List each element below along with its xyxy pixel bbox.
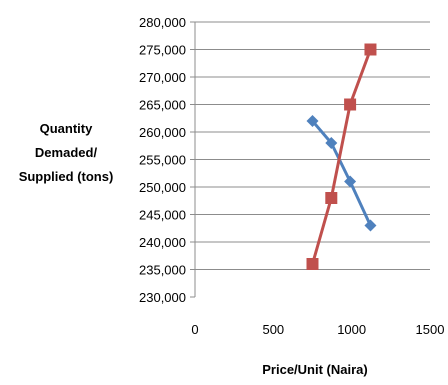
data-point-diamond	[325, 137, 338, 149]
y-tick-label: 245,000	[139, 208, 186, 223]
y-tick-label: 240,000	[139, 235, 186, 250]
y-axis-title: Quantity Demaded/Supplied (tons)	[19, 121, 114, 184]
series-line-2	[311, 48, 372, 265]
data-point-square	[344, 98, 357, 111]
axes	[190, 21, 196, 298]
y-tick-label: 230,000	[139, 290, 186, 305]
x-axis-title: Price/Unit (Naira)	[262, 362, 367, 377]
y-tick-label: 260,000	[139, 125, 186, 140]
series-line-1	[311, 120, 372, 227]
y-tick-label: 255,000	[139, 153, 186, 168]
data-point-diamond	[364, 219, 377, 232]
y-tick-label: 265,000	[139, 98, 186, 113]
y-axis-title-line: Supplied (tons)	[19, 169, 114, 184]
y-tick-label: 250,000	[139, 180, 186, 195]
y-tick-label: 235,000	[139, 263, 186, 278]
x-tick-labels: 0 500 1000 1500	[191, 322, 444, 337]
data-point-diamond	[306, 115, 319, 127]
data-point-square	[325, 192, 338, 204]
x-tick-label: 1000	[337, 322, 366, 337]
y-tick-label: 280,000	[139, 15, 186, 30]
grid-lines	[195, 21, 430, 270]
data-point-diamond	[344, 175, 357, 188]
data-point-square	[306, 258, 319, 270]
y-tick-labels: 230,000 235,000 240,000 245,000 250,000 255,0…	[139, 15, 186, 305]
y-tick-label: 270,000	[139, 70, 186, 85]
series	[306, 43, 377, 270]
x-tick-label: 0	[191, 322, 198, 337]
data-point-square	[364, 43, 377, 56]
x-tick-label: 1500	[416, 322, 445, 337]
y-axis-title-line: Demaded/	[35, 145, 98, 160]
x-tick-label: 500	[262, 322, 284, 337]
y-tick-label: 275,000	[139, 43, 186, 58]
y-axis-title-line: Quantity	[40, 121, 93, 136]
